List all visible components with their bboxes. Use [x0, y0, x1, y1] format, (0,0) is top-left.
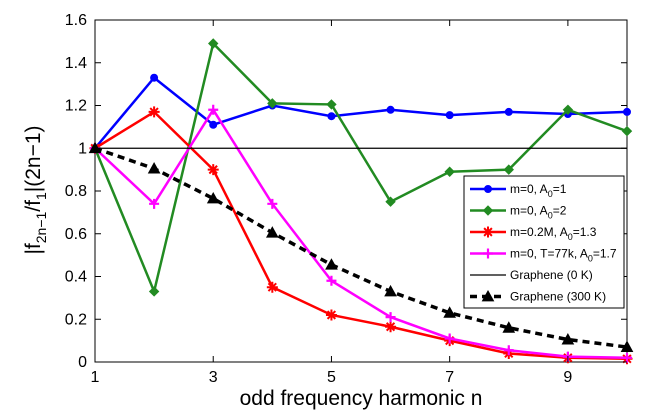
y-tick-label: 1.6	[65, 12, 87, 29]
legend-marker	[482, 226, 494, 238]
data-point	[265, 226, 279, 238]
data-point	[267, 198, 278, 209]
data-point	[148, 106, 160, 118]
data-point	[88, 141, 102, 154]
y-tick-label: 0.8	[65, 183, 87, 200]
data-point	[266, 281, 278, 293]
data-point	[386, 105, 395, 114]
series-4	[90, 104, 632, 363]
series-6	[88, 141, 634, 352]
data-point	[621, 125, 633, 137]
series-line	[93, 41, 628, 296]
data-point	[208, 104, 219, 115]
data-point	[326, 275, 337, 286]
data-point	[444, 166, 455, 177]
y-tick-label: 1.2	[65, 98, 87, 115]
data-point	[623, 107, 631, 116]
data-point	[327, 112, 336, 121]
legend-label: m=0, T=77k, A0=1.7	[510, 247, 617, 264]
legend-label: m=0, A0=2	[510, 204, 567, 221]
data-point	[562, 104, 574, 115]
y-tick-label: 0	[78, 354, 87, 371]
series-line	[94, 107, 628, 359]
data-point	[326, 99, 337, 110]
data-point	[444, 333, 455, 344]
x-tick-label: 5	[327, 369, 336, 386]
data-point	[385, 196, 396, 207]
data-point	[267, 98, 278, 109]
legend-entry: m=0, T=77k, A0=1.7	[470, 247, 617, 264]
data-point	[150, 73, 159, 82]
data-point	[445, 111, 454, 120]
y-tick-label: 0.2	[65, 311, 87, 328]
legend: m=0, A0=1 m=0, A0=2 m=0.2M, A0=1.3 m=0, T=7…	[463, 175, 625, 309]
data-point	[620, 340, 634, 352]
x-tick-label: 9	[563, 369, 572, 386]
data-point	[503, 164, 514, 175]
data-point	[385, 312, 396, 323]
legend-label: m=0, A0=1	[510, 182, 567, 199]
legend-box	[463, 175, 625, 309]
data-point	[622, 352, 632, 363]
data-point	[207, 164, 219, 176]
legend-entry: Graphene (0 K)	[470, 268, 593, 282]
legend-marker	[482, 205, 494, 216]
x-tick-label: 3	[209, 369, 218, 386]
data-point	[384, 284, 397, 297]
data-point	[148, 286, 160, 297]
y-tick-label: 0.4	[65, 269, 87, 286]
data-point	[325, 309, 337, 321]
legend-marker	[484, 185, 492, 193]
y-axis-label: |f2n−1/f1|(2n−1)	[22, 125, 49, 254]
legend-entry: m=0, A0=2	[470, 204, 567, 221]
data-point	[503, 345, 514, 356]
y-tick-label: 0.6	[65, 226, 87, 243]
x-tick-label: 1	[91, 369, 100, 386]
series-layer	[88, 38, 634, 365]
series-line	[94, 146, 628, 349]
series-line	[94, 110, 628, 361]
axes: 1 3 5 7 9 0 0.2 0.4 0.6 0.8 1 1.2 1.4 1.6	[65, 12, 627, 386]
legend-label: Graphene (300 K)	[510, 290, 606, 304]
legend-label: m=0.2M, A0=1.3	[510, 225, 597, 242]
y-tick-label: 1	[78, 140, 87, 157]
data-point	[504, 107, 513, 116]
data-point	[147, 162, 161, 174]
legend-marker	[483, 248, 493, 259]
legend-label: Graphene (0 K)	[510, 268, 593, 282]
x-axis-label: odd frequency harmonic n	[240, 387, 483, 410]
data-point	[149, 198, 160, 209]
legend-entry: Graphene (300 K)	[470, 290, 606, 304]
series-1	[91, 73, 631, 153]
data-point	[325, 258, 338, 270]
data-point	[208, 38, 219, 49]
data-point	[561, 333, 575, 345]
legend-entry: m=0.2M, A0=1.3	[470, 225, 597, 242]
data-point	[443, 306, 457, 318]
x-tick-label: 7	[445, 369, 454, 386]
y-tick-label: 1.4	[65, 55, 87, 72]
data-point	[385, 321, 397, 333]
data-point	[209, 120, 218, 129]
legend-entry: m=0, A0=1	[470, 182, 567, 199]
data-point	[502, 321, 516, 333]
legend-marker	[481, 289, 495, 302]
series-line	[94, 75, 628, 150]
data-point	[206, 191, 220, 204]
